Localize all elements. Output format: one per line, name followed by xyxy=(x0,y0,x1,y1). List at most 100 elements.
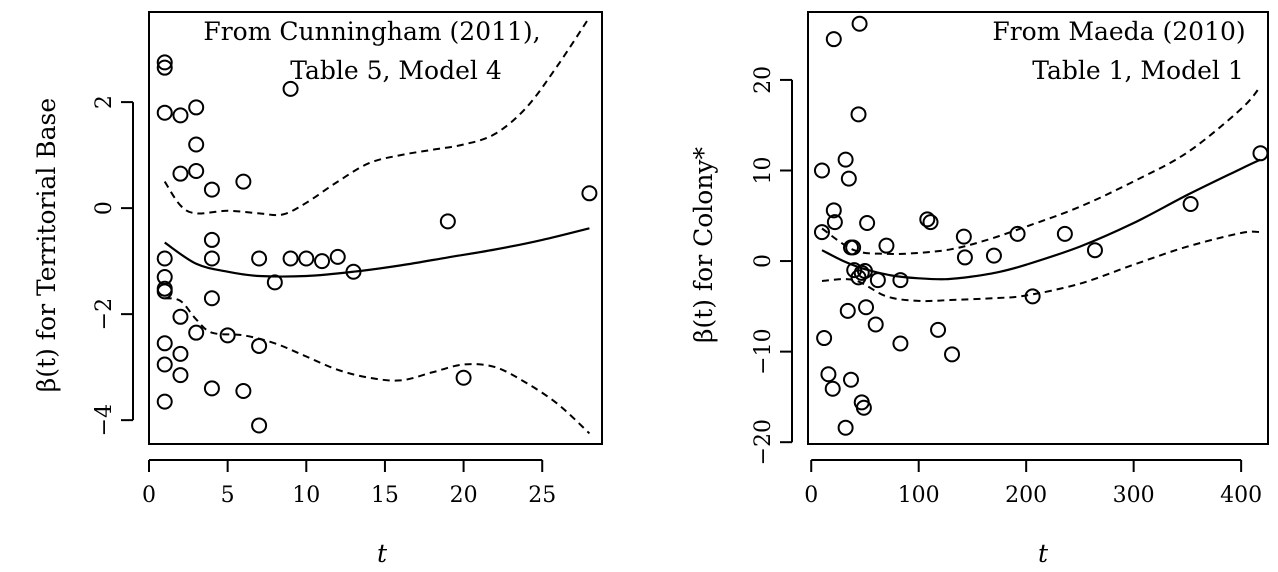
data-point xyxy=(1182,196,1199,212)
data-point xyxy=(203,250,220,267)
data-point xyxy=(156,104,173,121)
y-ticks-left: −4 −2 0 2 xyxy=(92,95,133,436)
fitted-curve-left xyxy=(164,227,590,278)
y-tick-label: −2 xyxy=(92,298,117,330)
y-axis-label-left: β(t) for Territorial Base xyxy=(32,98,61,392)
chart-title-line2-left: Table 5, Model 4 xyxy=(290,56,501,85)
y-tick-label: 0 xyxy=(751,254,776,268)
y-tick-label: −20 xyxy=(751,419,776,465)
data-point xyxy=(825,31,842,48)
data-point xyxy=(824,380,841,397)
data-point xyxy=(850,106,867,123)
y-tick-label: 20 xyxy=(751,66,776,94)
x-tick-label: 0 xyxy=(804,483,818,508)
y-axis-label-right: β(t) for Colony* xyxy=(689,146,718,343)
data-point xyxy=(251,417,268,434)
data-point xyxy=(156,393,173,410)
data-point xyxy=(892,272,909,289)
data-point xyxy=(156,335,173,352)
data-point xyxy=(172,308,189,325)
data-point xyxy=(869,272,886,289)
lower-confidence-band-right xyxy=(821,230,1261,303)
data-point xyxy=(837,151,854,168)
data-point xyxy=(188,99,205,116)
data-point xyxy=(922,214,939,231)
data-point xyxy=(203,380,220,397)
chart-title-line1-right: From Maeda (2010) xyxy=(992,17,1245,46)
data-point xyxy=(956,249,973,266)
data-point xyxy=(820,366,837,383)
data-point xyxy=(842,371,859,388)
data-point xyxy=(850,269,867,286)
y-tick-label: −4 xyxy=(92,404,117,436)
x-tick-label: 300 xyxy=(1113,483,1155,508)
x-tick-label: 15 xyxy=(371,483,399,508)
data-point xyxy=(329,248,346,265)
data-point xyxy=(188,163,205,180)
data-point xyxy=(825,202,842,219)
data-point xyxy=(235,382,252,399)
data-point xyxy=(1252,145,1269,162)
data-point xyxy=(813,224,830,241)
data-point xyxy=(298,250,315,267)
data-point xyxy=(203,231,220,248)
data-point xyxy=(892,335,909,352)
data-point xyxy=(172,165,189,182)
lower-confidence-band-left xyxy=(164,297,591,435)
data-point xyxy=(203,181,220,198)
data-point xyxy=(314,253,331,270)
data-point xyxy=(345,263,362,280)
data-point xyxy=(235,173,252,190)
data-point xyxy=(156,59,173,76)
y-tick-label: 0 xyxy=(92,201,117,215)
data-point xyxy=(156,356,173,373)
y-tick-label: 10 xyxy=(751,156,776,184)
data-point xyxy=(813,162,830,179)
data-point xyxy=(282,80,299,97)
data-point xyxy=(172,107,189,124)
data-point xyxy=(878,237,895,254)
data-point xyxy=(172,345,189,362)
data-point xyxy=(251,250,268,267)
data-point xyxy=(837,419,854,436)
x-tick-label: 100 xyxy=(898,483,940,508)
data-point xyxy=(1086,242,1103,259)
data-point xyxy=(203,290,220,307)
data-point xyxy=(1056,225,1073,242)
data-point xyxy=(1024,288,1041,305)
upper-confidence-band-right xyxy=(821,85,1262,255)
data-point xyxy=(840,170,857,187)
y-tick-label: 2 xyxy=(92,95,117,109)
data-point xyxy=(858,299,875,316)
data-point xyxy=(930,321,947,338)
data-point xyxy=(851,15,868,32)
data-point xyxy=(855,399,872,416)
data-point xyxy=(859,215,876,232)
data-point xyxy=(156,250,173,267)
x-tick-label: 5 xyxy=(221,483,235,508)
x-ticks-right: 0 100 200 300 400 xyxy=(804,460,1262,508)
data-point xyxy=(944,346,961,363)
y-tick-label: −10 xyxy=(751,328,776,374)
residual-points-right xyxy=(813,15,1269,436)
data-point xyxy=(581,185,598,202)
x-tick-label: 400 xyxy=(1220,483,1262,508)
x-ticks-left: 0 5 10 15 20 25 xyxy=(142,460,556,508)
plot-frame-left xyxy=(148,11,603,445)
y-ticks-right: −20 −10 0 10 20 xyxy=(751,66,792,465)
data-point xyxy=(188,324,205,341)
plot-frame-right xyxy=(807,11,1269,445)
data-point xyxy=(156,54,173,71)
x-tick-label: 0 xyxy=(142,483,156,508)
chart-title-line1-left: From Cunningham (2011), xyxy=(203,17,540,46)
fitted-curve-right xyxy=(821,158,1261,281)
data-point xyxy=(826,214,843,231)
panel-territorial-base: 0 5 10 15 20 25 −4 −2 0 2 From Cunningham (2011)… xyxy=(32,11,603,568)
data-point xyxy=(985,247,1002,264)
x-tick-label: 25 xyxy=(528,483,556,508)
panel-colony: 0 100 200 300 400 −20 −10 0 10 20 From Maeda (20… xyxy=(689,11,1269,568)
data-point xyxy=(839,302,856,319)
data-point xyxy=(455,369,472,386)
data-point xyxy=(282,250,299,267)
